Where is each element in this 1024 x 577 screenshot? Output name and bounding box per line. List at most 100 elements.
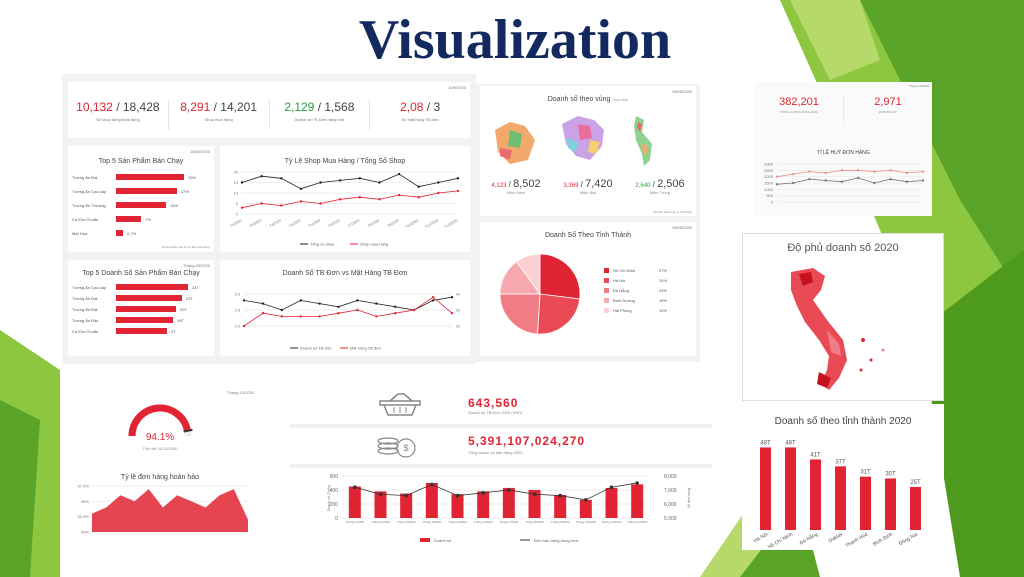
perfect-order-title: Tỷ lệ đơn hàng hoàn hảo xyxy=(120,474,200,481)
avg-order-card: 643,560 Doanh số TB Đơn 2020 (VND) xyxy=(290,384,712,424)
cancel-kpi: 2,971 ĐƠN BỊ HUỶ xyxy=(844,96,932,122)
perfect-order-gauge xyxy=(128,404,193,437)
data-point xyxy=(808,178,811,181)
y2-tick-label: 5,000 xyxy=(664,516,677,522)
bar xyxy=(116,328,167,334)
legend-swatch xyxy=(604,308,609,314)
kpi-current: 2,08 xyxy=(400,100,424,114)
data-point xyxy=(397,193,401,197)
legend-value: 10% xyxy=(659,308,668,313)
data-point xyxy=(824,171,827,175)
region-value: 4,123 / 8,502 xyxy=(480,178,552,190)
data-point xyxy=(394,305,397,308)
pie-legend: Hồ Chí Minh 27% Hà Nội 24% Đà Nẵng 24% Bình Dư… xyxy=(604,268,694,328)
region-separator: / xyxy=(578,180,586,189)
data-point xyxy=(356,299,359,302)
data-point xyxy=(356,308,359,312)
province-bar-value: 48T xyxy=(760,440,771,446)
kpi-value: 2,08 / 3 xyxy=(370,100,470,114)
bar-value: 24T xyxy=(192,285,199,290)
revenue-bar xyxy=(502,487,515,518)
x-tick-label: T10/2020 xyxy=(404,218,419,229)
data-point xyxy=(280,308,284,312)
x-tick-label: Tháng 3/2020 xyxy=(397,520,416,524)
perfect-order-area xyxy=(92,489,248,532)
data-point xyxy=(260,202,263,205)
bar-value: 0.7% xyxy=(127,231,137,236)
province-bar xyxy=(810,459,821,530)
data-point xyxy=(358,177,362,180)
coins-icon: $ xyxy=(377,437,416,458)
pie-legend-item: Hải Phòng 10% xyxy=(604,308,694,314)
bar-label: Cá Kho Chuẩn xyxy=(72,329,99,334)
data-point xyxy=(280,315,284,318)
province-bar-value: 41T xyxy=(810,452,821,458)
bar xyxy=(116,284,188,290)
legend-label: Hồ Chí Minh xyxy=(613,268,636,273)
data-point xyxy=(840,180,844,183)
data-point xyxy=(319,202,322,205)
top5-best-title: Top 5 Sản Phẩm Bán Chạy xyxy=(98,158,184,165)
y-tick-label: 0 xyxy=(771,200,774,205)
slide-title: Visualization xyxy=(358,9,672,71)
perfect-order-card: Tỷ lệ đơn hàng hoàn hảo 97.5% 95% 92.5% 90% xyxy=(62,466,258,548)
data-point xyxy=(873,181,876,185)
legend-label: Doanh số TB đơn xyxy=(300,346,331,351)
data-point xyxy=(397,172,401,176)
x-tick-label: Tháng 2/2020 xyxy=(371,520,390,524)
data-point xyxy=(337,305,340,308)
region-card: 15/06/2020 Doanh số theo vùng (Triệu VND… xyxy=(480,86,696,216)
data-point xyxy=(437,191,440,195)
kpi-current: 8,291 xyxy=(180,100,211,114)
kpi-label: Doanh số TB Đơn hàng mới xyxy=(294,117,345,122)
perfect-order-area-chart: 97.5% 95% 92.5% 90% xyxy=(78,484,248,535)
legend-label: Hà Nội xyxy=(613,278,626,283)
region-separator: / xyxy=(506,180,514,189)
x-tick-label: Tháng 4/2020 xyxy=(423,520,442,524)
y2-tick-label: 4k xyxy=(456,292,460,297)
province-bar-value: 30T xyxy=(885,471,896,477)
region-value: 2,640 / 2,506 xyxy=(624,178,696,190)
series-line xyxy=(776,169,924,178)
kpi-date: 15/6/2020 xyxy=(448,85,466,90)
kpi-separator: / xyxy=(210,100,221,114)
orders-point xyxy=(378,492,383,496)
legend-value: 15% xyxy=(659,298,668,303)
x-tick-label: T3/2020 xyxy=(269,218,282,228)
province-bar xyxy=(760,447,771,530)
orders-point xyxy=(584,498,588,502)
data-point xyxy=(319,181,322,184)
data-point xyxy=(338,198,342,201)
province-label: Daklak xyxy=(828,531,845,544)
x-tick-label: Tháng 12/2020 xyxy=(627,520,648,524)
orders-point xyxy=(353,485,357,489)
province-bar xyxy=(885,478,896,530)
pie-title: Doanh Số Theo Tỉnh Thành xyxy=(544,232,631,239)
province-label: Hà Nội xyxy=(753,532,769,545)
y2-tick-label: 8,000 xyxy=(664,474,677,480)
revenue-bar xyxy=(579,499,592,518)
data-point xyxy=(450,312,454,315)
data-point xyxy=(792,172,795,176)
data-point xyxy=(417,185,420,188)
pie-legend-item: Hồ Chí Minh 27% xyxy=(604,268,694,274)
y2-tick-label: 3k xyxy=(456,308,460,313)
basket-icon xyxy=(379,393,421,416)
gauge-fill xyxy=(128,404,191,437)
legend-swatch xyxy=(604,278,609,284)
revenue-bar xyxy=(348,486,361,518)
avg-line-chart: 3.0 2.5 2.0 4k 3k 2k Doanh số TB đơn Mặt hàng T… xyxy=(234,292,460,351)
bar-label: Tương Ăn Cao cấp xyxy=(72,189,107,194)
bar xyxy=(116,174,184,180)
data-point xyxy=(375,315,378,318)
bar-value: 19T xyxy=(177,318,184,323)
region-current: 3,369 xyxy=(563,183,579,189)
province-bar xyxy=(910,487,921,530)
x-tick-label: T6/2020 xyxy=(328,218,341,228)
data-point xyxy=(318,315,321,318)
kpi-strip: 15/6/2020 10,132 / 18,428 Số shop đang ho… xyxy=(68,82,470,138)
data-point xyxy=(299,187,303,190)
province-bar-value: 31T xyxy=(860,470,871,476)
data-point xyxy=(437,181,440,184)
orders-point xyxy=(609,485,614,489)
